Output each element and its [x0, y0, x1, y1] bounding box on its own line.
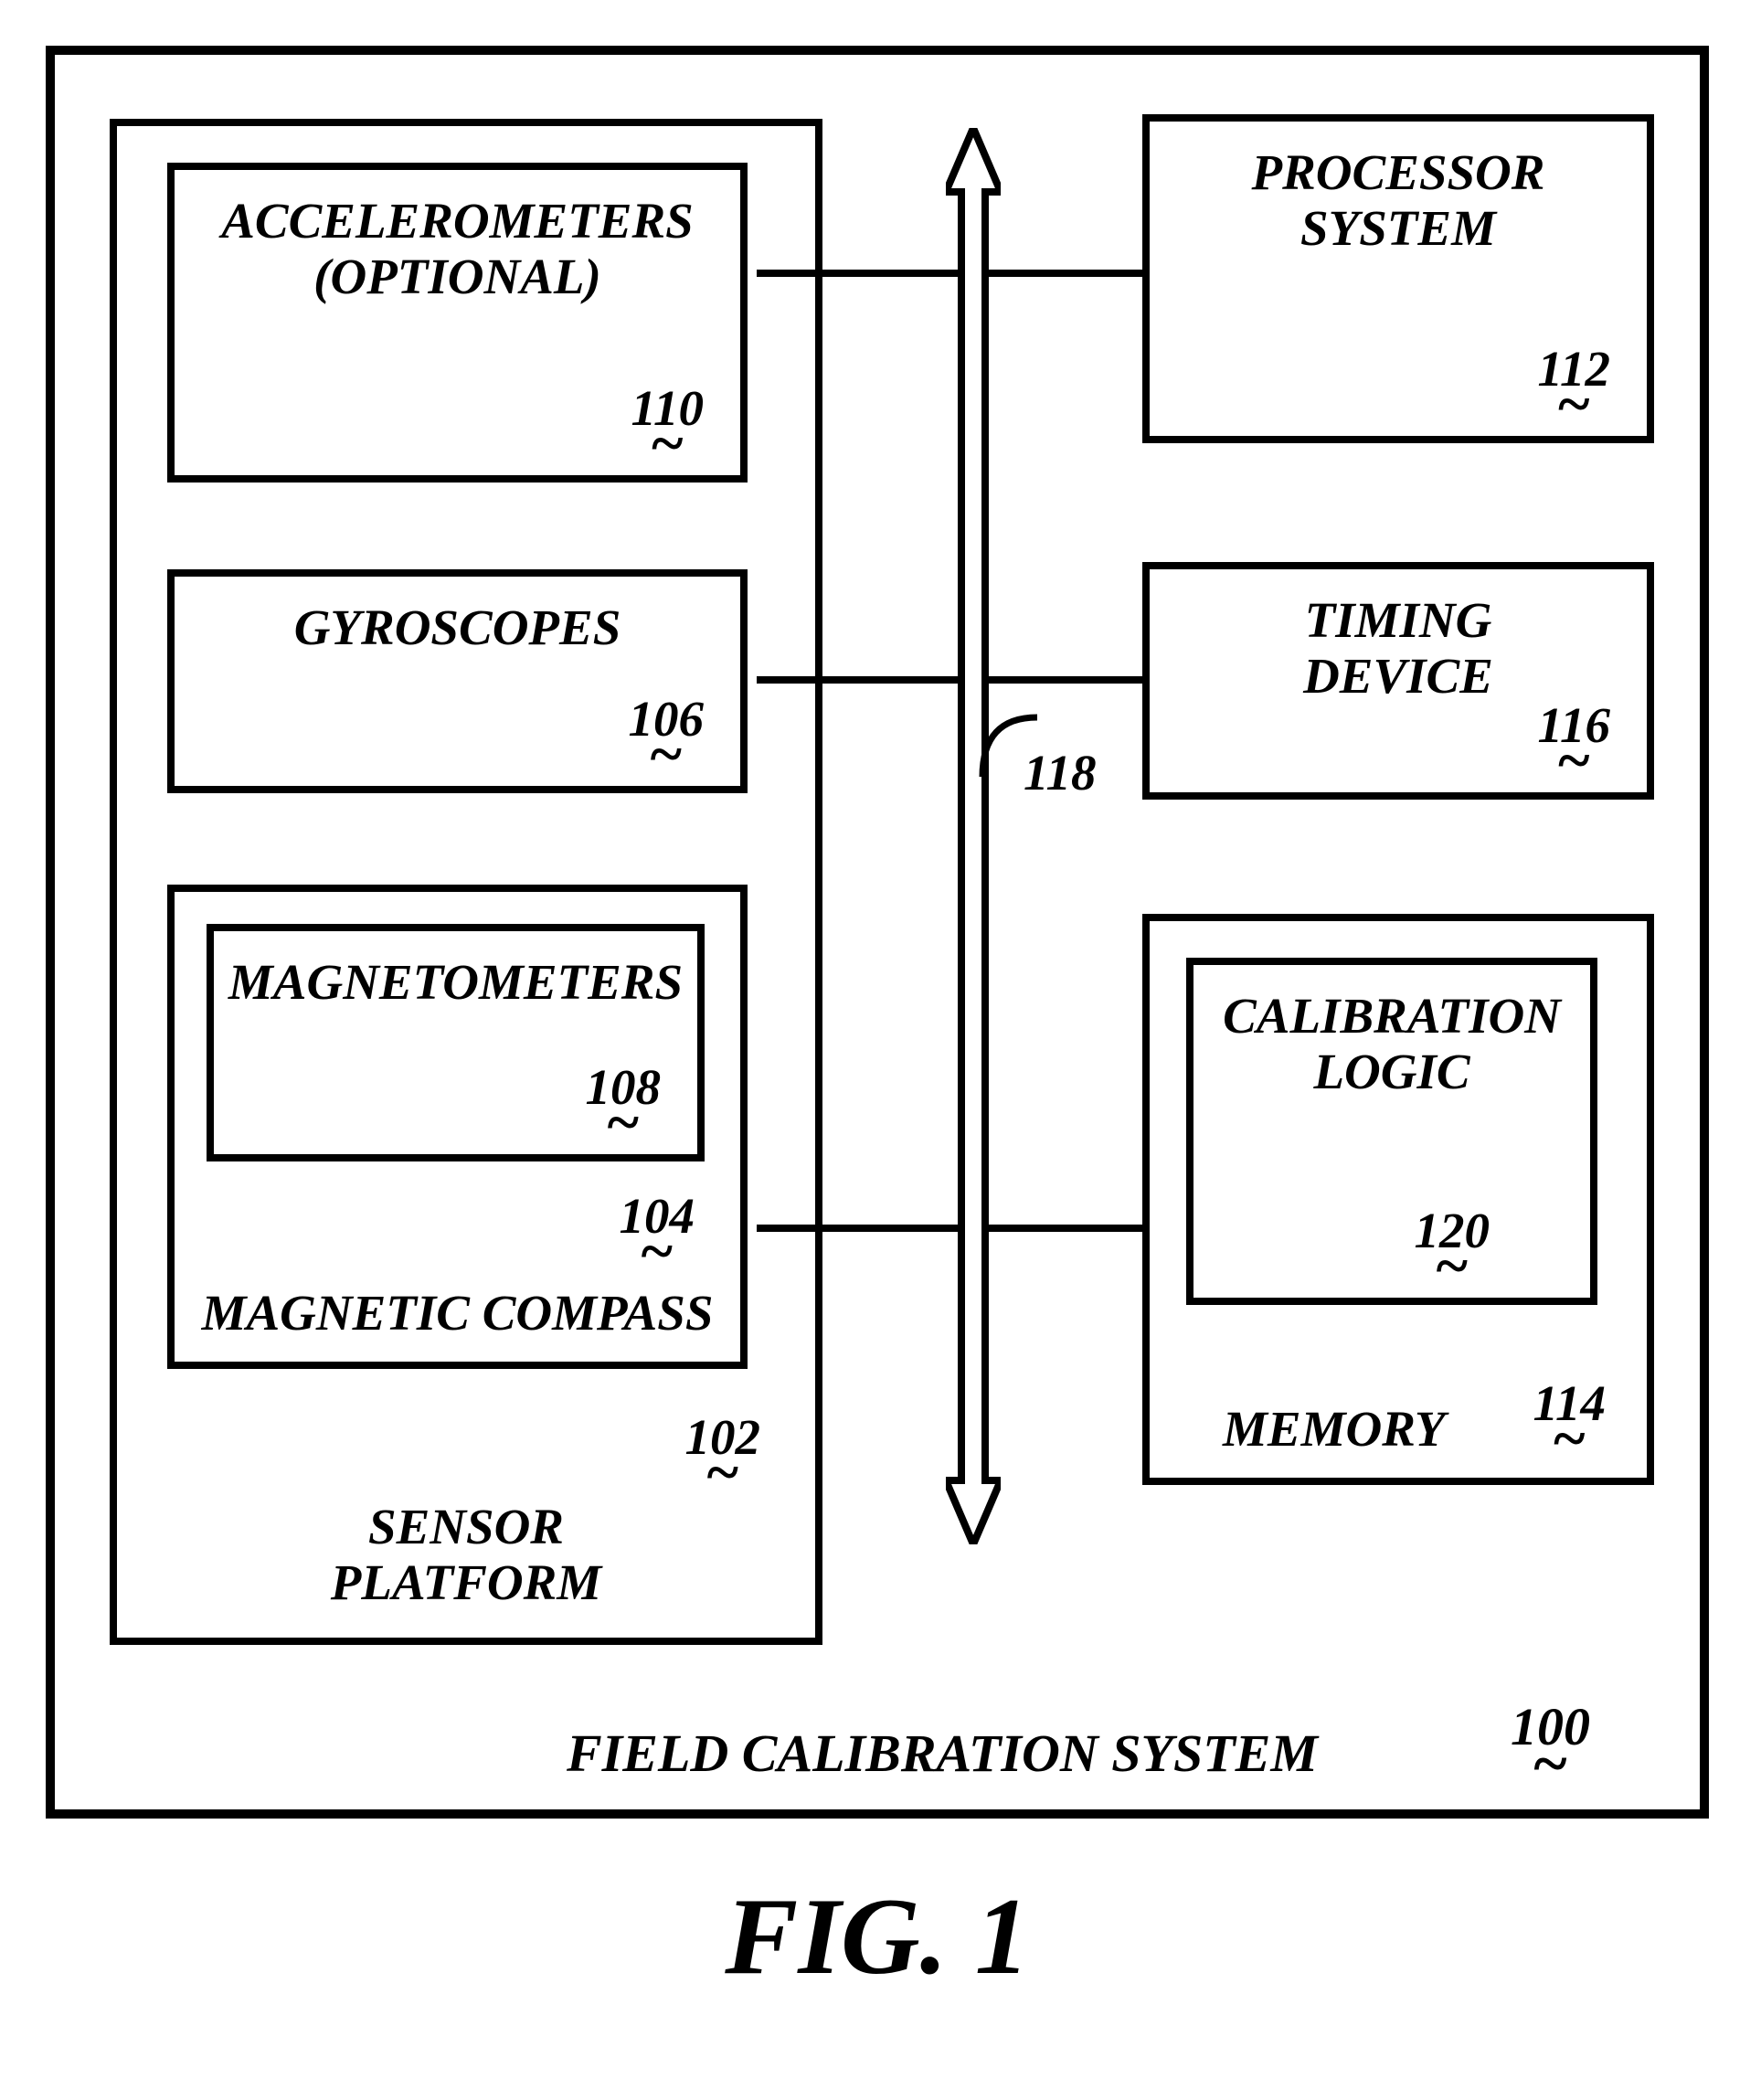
processor-label-2: SYSTEM [1300, 201, 1496, 257]
platform-label-line2: PLATFORM [331, 1554, 601, 1610]
ref-tilde: ~ [642, 1240, 673, 1264]
processor-label-1: PROCESSOR [1252, 145, 1545, 201]
ref-tilde: ~ [651, 743, 682, 767]
accelerometers-label-2: (OPTIONAL) [313, 249, 601, 305]
platform-label-line1: SENSOR [368, 1499, 564, 1554]
calib-ref: 120 ~ [1415, 1207, 1490, 1285]
magnetometers-ref: 108 ~ [586, 1064, 662, 1141]
ref-tilde: ~ [1554, 1427, 1585, 1451]
connector-bus-proc [985, 270, 1142, 277]
gyroscopes-ref: 106 ~ [629, 695, 705, 773]
calibration-logic-box: CALIBRATION LOGIC 120 ~ [1186, 958, 1597, 1305]
ref-tilde: ~ [707, 1461, 738, 1485]
system-label: FIELD CALIBRATION SYSTEM [567, 1723, 1318, 1784]
magnetometers-box: MAGNETOMETERS 108 ~ [207, 924, 705, 1161]
ref-tilde: ~ [1533, 1752, 1566, 1777]
timing-ref: 116 ~ [1538, 702, 1610, 780]
magnetic-compass-label: MAGNETIC COMPASS [175, 1284, 740, 1342]
ref-tilde: ~ [1558, 393, 1589, 417]
sensor-platform-ref: 102 ~ [685, 1414, 761, 1491]
bus-ref: 118 [1024, 749, 1096, 797]
outer-frame: SENSOR PLATFORM 102 ~ ACCELEROMETERS (OP… [46, 46, 1709, 1819]
ref-tilde: ~ [652, 432, 683, 456]
ref-tilde: ~ [608, 1111, 639, 1135]
magnetic-compass-ref: 104 ~ [620, 1193, 695, 1270]
sensor-platform-box: SENSOR PLATFORM 102 ~ ACCELEROMETERS (OP… [110, 119, 822, 1645]
timing-label-2: DEVICE [1303, 649, 1493, 705]
connector-gyros-bus [757, 676, 961, 684]
calib-label-1: CALIBRATION [1223, 989, 1561, 1045]
ref-tilde: ~ [1437, 1255, 1468, 1278]
accelerometers-ref: 110 ~ [631, 385, 704, 462]
memory-label: MEMORY [1223, 1400, 1446, 1458]
connector-bus-timing [985, 676, 1142, 684]
bus-double-arrow [946, 128, 1001, 1544]
gyroscopes-label: GYROSCOPES [294, 600, 621, 656]
accelerometers-label-1: ACCELEROMETERS [221, 194, 694, 249]
processor-ref: 112 ~ [1538, 345, 1610, 423]
sensor-platform-label: SENSOR PLATFORM [117, 1500, 815, 1610]
connector-bus-memory [985, 1225, 1142, 1232]
accelerometers-box: ACCELEROMETERS (OPTIONAL) 110 ~ [167, 163, 748, 483]
processor-system-box: PROCESSOR SYSTEM 112 ~ [1142, 114, 1654, 443]
connector-accel-bus [757, 270, 961, 277]
connector-compass-bus [757, 1225, 961, 1232]
ref-tilde: ~ [1558, 749, 1589, 773]
calib-label-2: LOGIC [1313, 1045, 1469, 1100]
figure-caption: FIG. 1 [46, 1873, 1709, 1999]
timing-label-1: TIMING [1305, 593, 1492, 649]
memory-ref: 114 ~ [1533, 1380, 1606, 1458]
ref-number: 118 [1024, 749, 1096, 797]
timing-device-box: TIMING DEVICE 116 ~ [1142, 562, 1654, 800]
magnetometers-label: MAGNETOMETERS [228, 955, 683, 1011]
memory-box: CALIBRATION LOGIC 120 ~ MEMORY 114 ~ [1142, 914, 1654, 1485]
system-ref: 100 ~ [1511, 1702, 1590, 1784]
gyroscopes-box: GYROSCOPES 106 ~ [167, 569, 748, 793]
magnetic-compass-box: MAGNETOMETERS 108 ~ MAGNETIC COMPASS 104… [167, 885, 748, 1369]
